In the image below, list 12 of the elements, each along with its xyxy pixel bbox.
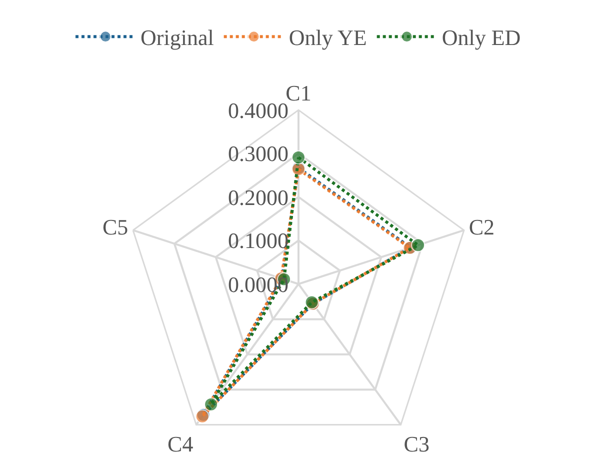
spoke-label: C5 (102, 214, 128, 240)
spoke-label: C2 (468, 214, 495, 240)
legend-label: Original (140, 25, 214, 50)
y-tick-label: 0.2000 (228, 185, 288, 210)
spoke-label: C1 (286, 80, 312, 106)
y-tick-label: 0.4000 (228, 98, 288, 123)
y-tick-label: 0.3000 (228, 141, 288, 166)
legend-label: Only YE (288, 25, 367, 50)
spoke-label: C3 (404, 431, 430, 456)
spoke-label: C4 (168, 431, 194, 456)
y-tick-label: 0.1000 (228, 228, 288, 253)
legend-label: Only ED (442, 25, 521, 50)
